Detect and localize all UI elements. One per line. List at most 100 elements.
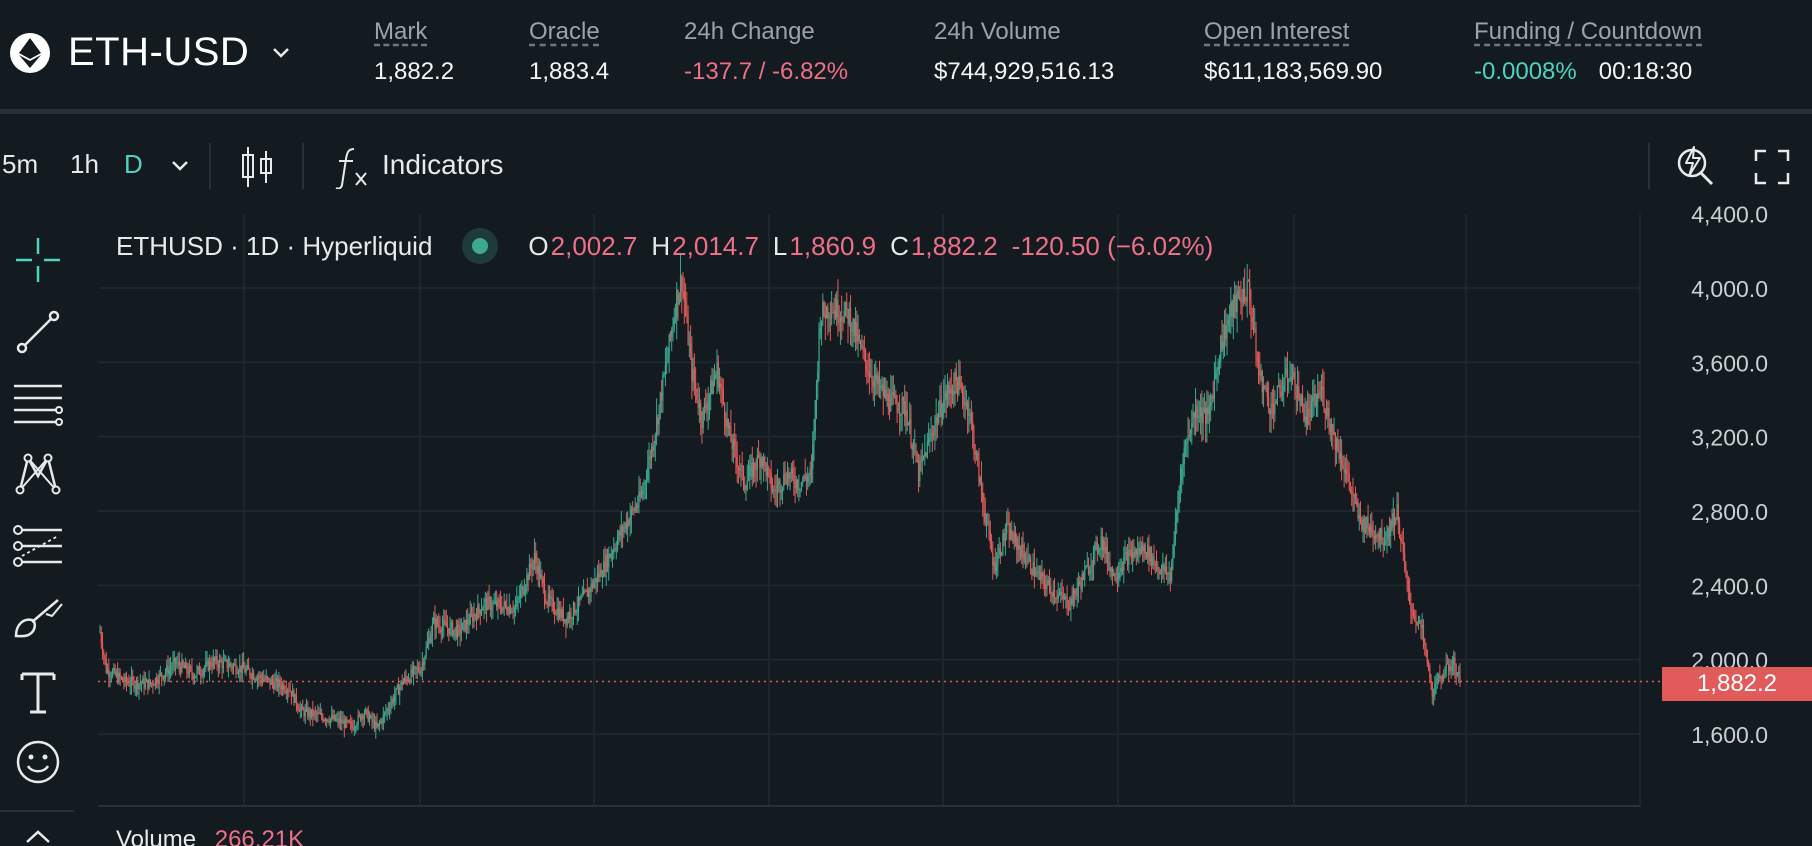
funding-label[interactable]: Funding / Countdown	[1474, 18, 1703, 45]
candle-body	[1256, 357, 1258, 360]
text-tool-icon[interactable]	[12, 666, 64, 718]
candle-body	[400, 681, 402, 687]
candle-body	[1313, 393, 1315, 397]
quick-search-icon[interactable]	[1674, 143, 1716, 192]
candle-body	[900, 413, 902, 416]
forecast-tool-icon[interactable]	[12, 520, 64, 572]
status-dot-icon[interactable]	[462, 228, 499, 264]
candle-body	[1109, 562, 1111, 572]
function-fx-icon[interactable]	[334, 145, 370, 194]
candle-body	[1018, 544, 1020, 550]
timeframe-1h[interactable]: 1h	[70, 149, 99, 179]
candle-body	[847, 309, 849, 324]
candle-body	[459, 626, 461, 634]
candle-body	[448, 628, 450, 635]
candle-body	[1111, 567, 1114, 576]
candle-body	[183, 665, 185, 669]
candle-body	[431, 623, 434, 635]
candle-body	[1196, 405, 1198, 418]
candle-body	[1053, 589, 1056, 598]
candlestick-type-icon[interactable]	[240, 145, 274, 194]
candle-body	[1126, 552, 1129, 566]
candle-body	[356, 724, 358, 728]
candle-body	[657, 417, 659, 425]
candle-body	[1037, 571, 1039, 573]
candle-body	[119, 672, 121, 678]
fib-lines-icon[interactable]	[12, 376, 64, 428]
candle-body	[166, 665, 168, 673]
candle-body	[294, 693, 296, 703]
candle-body	[1167, 573, 1169, 575]
brush-icon[interactable]	[12, 594, 64, 646]
open-interest-label[interactable]: Open Interest	[1204, 18, 1350, 45]
toolbar-divider	[302, 143, 304, 189]
candle-body	[574, 602, 576, 614]
candle-body	[1043, 576, 1046, 584]
timeframe-5m[interactable]: 5m	[2, 149, 39, 179]
candle-body	[794, 483, 796, 489]
candle-body	[1303, 403, 1305, 421]
candle-body	[1160, 568, 1163, 575]
candle-body	[1393, 513, 1396, 525]
mark-label[interactable]: Mark	[374, 18, 428, 45]
candle-body	[1280, 391, 1282, 397]
candle-body	[250, 675, 252, 679]
candle-body	[629, 517, 631, 525]
candle-body	[541, 574, 543, 579]
candle-body	[1420, 620, 1422, 628]
timeframe-chevron-down-icon[interactable]	[170, 159, 190, 177]
candle-body	[118, 672, 120, 682]
candle-body	[101, 642, 104, 653]
candle-body	[246, 665, 248, 670]
candle-body	[1445, 663, 1447, 675]
symbol-selector[interactable]: ETH-USD	[10, 30, 291, 75]
candle-body	[980, 477, 983, 493]
candle-body	[645, 479, 648, 483]
candle-body	[416, 667, 418, 669]
indicators-button[interactable]: Indicators	[382, 149, 504, 180]
chevron-up-icon[interactable]	[12, 826, 64, 846]
timeframe-d[interactable]: D	[124, 149, 143, 179]
candle-body	[687, 314, 689, 345]
pattern-tool-icon[interactable]	[12, 448, 64, 500]
candle-body	[614, 548, 616, 550]
crosshair-icon[interactable]	[12, 234, 64, 286]
candle-body	[232, 665, 235, 669]
legend-change: -120.50 (−6.02%)	[1011, 230, 1214, 261]
candle-body	[581, 595, 583, 597]
candle-body	[1275, 402, 1277, 404]
candle-body	[287, 690, 289, 693]
candle-body	[1341, 453, 1343, 466]
toolbar-divider	[1648, 143, 1650, 189]
candle-body	[677, 289, 679, 304]
candle-body	[589, 589, 591, 593]
candle-body	[973, 430, 975, 452]
legend-low-label: L	[772, 230, 788, 261]
candle-body	[1036, 571, 1038, 576]
candle-body	[1294, 371, 1296, 397]
candle-body	[108, 669, 110, 677]
chevron-down-icon[interactable]	[271, 46, 291, 64]
candle-body	[1164, 566, 1166, 572]
candle-body	[503, 601, 505, 607]
candle-body	[426, 642, 429, 648]
candle-body	[308, 710, 310, 717]
candle-body	[921, 456, 923, 462]
trend-line-icon[interactable]	[12, 306, 64, 358]
fullscreen-icon[interactable]	[1754, 149, 1790, 190]
candle-body	[686, 313, 688, 315]
candle-body	[1382, 544, 1384, 546]
candle-body	[438, 624, 440, 626]
emoji-icon[interactable]	[12, 736, 64, 788]
volume-label: 24h Volume	[934, 18, 1061, 45]
candle-body	[925, 452, 927, 458]
candle-body	[933, 434, 935, 436]
candle-body	[1080, 583, 1082, 589]
candle-body	[253, 673, 255, 680]
candle-body	[998, 547, 1000, 555]
candle-body	[498, 599, 500, 602]
candle-body	[543, 583, 546, 600]
candle-body	[905, 410, 907, 416]
candle-body	[619, 531, 621, 536]
oracle-label[interactable]: Oracle	[529, 18, 600, 45]
